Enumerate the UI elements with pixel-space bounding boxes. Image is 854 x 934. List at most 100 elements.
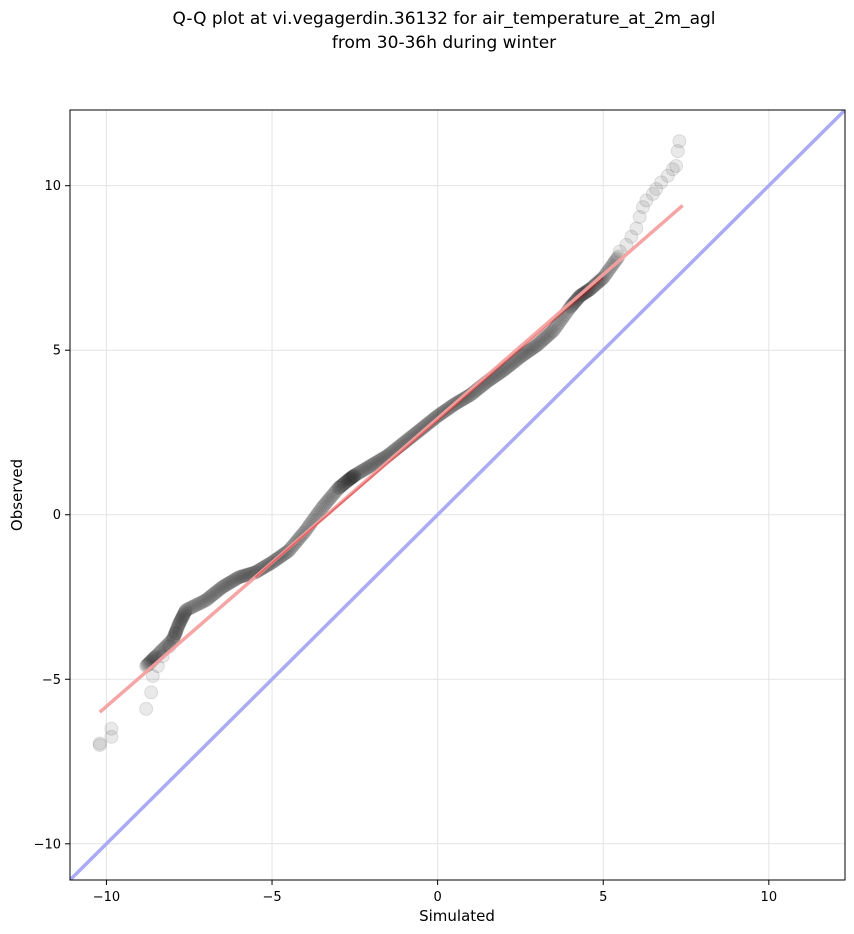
quantile-point [344, 471, 359, 486]
quantile-point [193, 596, 208, 611]
quantile-point [341, 472, 356, 487]
x-tick-label: 10 [761, 890, 778, 905]
quantile-point [538, 330, 553, 345]
quantile-point [366, 456, 381, 471]
quantile-point [540, 328, 555, 343]
quantile-point [506, 355, 521, 370]
quantile-point [172, 616, 187, 631]
quantile-point [207, 586, 222, 601]
y-axis-label: Observed [8, 459, 26, 531]
quantile-point [582, 282, 597, 297]
quantile-point [524, 342, 539, 357]
quantile-point [425, 412, 440, 427]
quantile-point [501, 359, 516, 374]
quantile-point [342, 472, 357, 487]
quantile-point [234, 569, 249, 584]
quantile-point [521, 344, 536, 359]
plot-area [70, 110, 845, 880]
quantile-point [342, 472, 357, 487]
quantile-point [214, 581, 229, 596]
quantile-point [312, 504, 327, 519]
quantile-point [221, 576, 236, 591]
quantile-point [176, 608, 191, 623]
quantile-point [505, 356, 520, 371]
quantile-point [583, 281, 598, 296]
quantile-point [168, 626, 183, 641]
quantile-point [173, 614, 188, 629]
quantile-point [457, 391, 472, 406]
quantile-point [533, 335, 548, 350]
quantile-point [170, 621, 185, 636]
quantile-point [184, 600, 199, 615]
quantile-point [503, 357, 518, 372]
quantile-point [169, 623, 184, 638]
quantile-point [190, 597, 205, 612]
quantile-point [175, 609, 190, 624]
quantile-point [229, 571, 244, 586]
quantile-point [341, 473, 356, 488]
plot-frame [69, 109, 846, 881]
quantile-point [343, 471, 358, 486]
quantile-point [541, 327, 556, 342]
quantile-point [544, 325, 559, 340]
quantile-point [331, 480, 346, 495]
fit-line-center-segment [254, 277, 604, 579]
quantile-point [191, 596, 206, 611]
quantile-point [424, 413, 439, 428]
quantile-point [325, 488, 340, 503]
quantile-point [589, 276, 604, 291]
quantile-point [565, 297, 580, 312]
quantile-point [528, 339, 543, 354]
quantile-point [177, 606, 192, 621]
quantile-point [520, 344, 535, 359]
quantile-point [332, 480, 347, 495]
quantile-point [365, 457, 380, 472]
quantile-point [169, 622, 184, 637]
y-tick-label: 10 [44, 179, 61, 194]
quantile-point [328, 484, 343, 499]
quantile-point [353, 464, 368, 479]
quantile-point [324, 489, 339, 504]
quantile-point [176, 607, 191, 622]
quantile-point [231, 570, 246, 585]
quantile-point [364, 458, 379, 473]
quantile-point [456, 391, 471, 406]
quantile-point [498, 362, 513, 377]
quantile-point [209, 584, 224, 599]
quantile-point [216, 579, 231, 594]
quantile-point [188, 598, 203, 613]
quantile-point [369, 455, 384, 470]
quantile-point [233, 569, 248, 584]
quantile-point [235, 569, 250, 584]
quantile-point [228, 572, 243, 587]
quantile-point [347, 468, 362, 483]
quantile-point [496, 362, 511, 377]
quantile-point [354, 464, 369, 479]
grid-lines [70, 110, 845, 880]
quantile-point [281, 543, 296, 558]
quantile-point [178, 604, 193, 619]
quantile-point [344, 470, 359, 485]
quantile-point [608, 254, 623, 269]
quantile-point [584, 280, 599, 295]
quantile-point [359, 461, 374, 476]
quantile-point [526, 340, 541, 355]
quantile-point [567, 295, 582, 310]
x-tick-label: −10 [93, 890, 120, 905]
quantile-point [345, 469, 360, 484]
quantile-point [532, 336, 547, 351]
quantile-point [203, 589, 218, 604]
quantile-point [419, 417, 434, 432]
quantile-point [174, 611, 189, 626]
quantile-point [587, 278, 602, 293]
quantile-point [236, 568, 251, 583]
quantile-point [183, 601, 198, 616]
quantile-point [352, 465, 367, 480]
quantile-point [218, 578, 233, 593]
quantile-point [336, 477, 351, 492]
quantile-point [367, 456, 382, 471]
quantile-point [225, 573, 240, 588]
quantile-point [177, 605, 192, 620]
quantile-point [499, 361, 514, 376]
quantile-point [92, 736, 107, 751]
